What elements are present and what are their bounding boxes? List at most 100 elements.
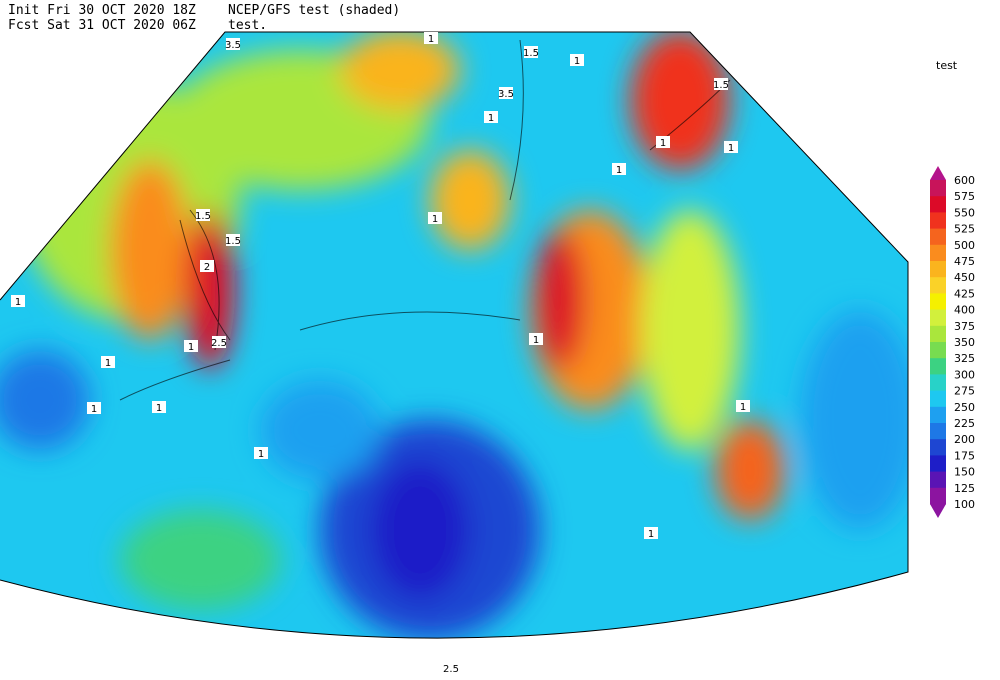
colorbar-label: 200 [954,433,975,446]
colorbar-label: 425 [954,287,975,300]
contour-label: 1 [188,342,194,353]
contour-label-bg [570,54,584,66]
colorbar-label: 525 [954,223,975,236]
colorbar-swatch [930,358,946,375]
colorbar-swatch [930,487,946,505]
contour-label: 1 [574,56,580,67]
contour-label-bg [529,333,543,345]
contour-label-bg [226,38,240,50]
contour-label: 1 [15,297,21,308]
colorbar-top [930,166,946,180]
contour-label-bg [499,87,513,99]
colorbar-label: 175 [954,449,975,462]
contour-label-bg [424,32,438,44]
colorbar-label: 450 [954,271,975,284]
colorbar-label: 600 [954,174,975,187]
contour-label-bg [724,141,738,153]
contour-labels: 1.5 1 3.5 1.5 1 3.5 1.5 2 1.5 2.5 1 1 1 1 1 1 1 1 1 1 1 1 1 1 2.… [11,32,750,675]
contour-label: 3.5 [225,40,241,51]
contour-label: 1 [258,449,264,460]
contour-label: 1.5 [225,236,241,247]
contour-label: 1 [616,165,622,176]
contour-label-bg [612,163,626,175]
colorbar-bottom [930,504,946,518]
colorbar-label: 250 [954,401,975,414]
colorbar-label: 350 [954,336,975,349]
contour-label: 1 [428,34,434,45]
field-name: test. [228,18,267,33]
contour-label-bg [444,662,458,674]
contour-label-bg [254,447,268,459]
colorbar-swatch [930,374,946,392]
colorbar-label: 225 [954,417,975,430]
colorbar-swatch [930,244,946,262]
colorbar-swatch [930,342,946,359]
contour-label-bg [656,136,670,148]
contour-label: 1.5 [195,211,211,222]
contour-label-bg [484,111,498,123]
contour-label-bg [428,212,442,224]
contour-label: 2.5 [211,338,227,349]
contour-label-bg [152,401,166,413]
legend-title: test [936,59,958,72]
colorbar-swatch [930,406,946,424]
colorbar-swatch [930,455,946,473]
contour-label: 1 [660,138,666,149]
contour-label: 1 [432,214,438,225]
colorbar-swatch [930,180,946,197]
colorbar-swatch [930,212,946,230]
colorbar-label: 325 [954,352,975,365]
colorbar-label: 375 [954,320,975,333]
colorbar-label: 300 [954,368,975,381]
contour-label-bg [714,78,728,90]
forecast-time: Fcst Sat 31 OCT 2020 06Z [8,18,196,33]
init-time: Init Fri 30 OCT 2020 18Z [8,3,196,18]
colorbar-label: 475 [954,255,975,268]
colorbar-swatch [930,471,946,489]
contour-label: 1.5 [713,80,729,91]
contour-label-bg [200,260,214,272]
model-name: NCEP/GFS test (shaded) [228,3,400,18]
colorbar-swatch [930,228,946,246]
colorbar-swatch [930,196,946,213]
contour-label: 3.5 [498,89,514,100]
contour-label-bg [524,46,538,58]
contour-label-bg [11,295,25,307]
contour-label: 2 [204,262,210,273]
contour-label-bg [196,209,210,221]
contour-label-bg [101,356,115,368]
contour-label: 1 [105,358,111,369]
contour-label-bg [184,340,198,352]
contour-label-bg [644,527,658,539]
contour-label: 1 [488,113,494,124]
colorbar-label: 150 [954,466,975,479]
contour-label: 1 [740,402,746,413]
contour-label-bg [212,336,226,348]
contour-label: 2.5 [443,664,459,675]
colorbar-swatch [930,293,946,311]
colorbar-label: 550 [954,206,975,219]
contour-label: 1 [648,529,654,540]
map [0,32,908,639]
contour-label-bg [87,402,101,414]
contour-label: 1 [728,143,734,154]
contour-label: 1.5 [523,48,539,59]
map-border [0,31,909,639]
colorbar-label: 100 [954,498,975,511]
colorbar-swatch [930,439,946,456]
colorbar-swatch [930,423,946,440]
colorbar-label: 125 [954,482,975,495]
colorbar-swatch [930,390,946,408]
contour-label: 1 [91,404,97,415]
colorbar-label: 400 [954,304,975,317]
colorbar-swatch [930,261,946,278]
colorbar-swatch [930,277,946,294]
contour-label: 1 [156,403,162,414]
contour-label-bg [736,400,750,412]
colorbar-swatch [930,309,946,327]
colorbar-label: 500 [954,239,975,252]
colorbar-label: 575 [954,190,975,203]
colorbar-swatch [930,325,946,343]
colorbar: 600 575 550 525 500 475 450 425 400 375 350 325 300 2… [930,166,975,518]
